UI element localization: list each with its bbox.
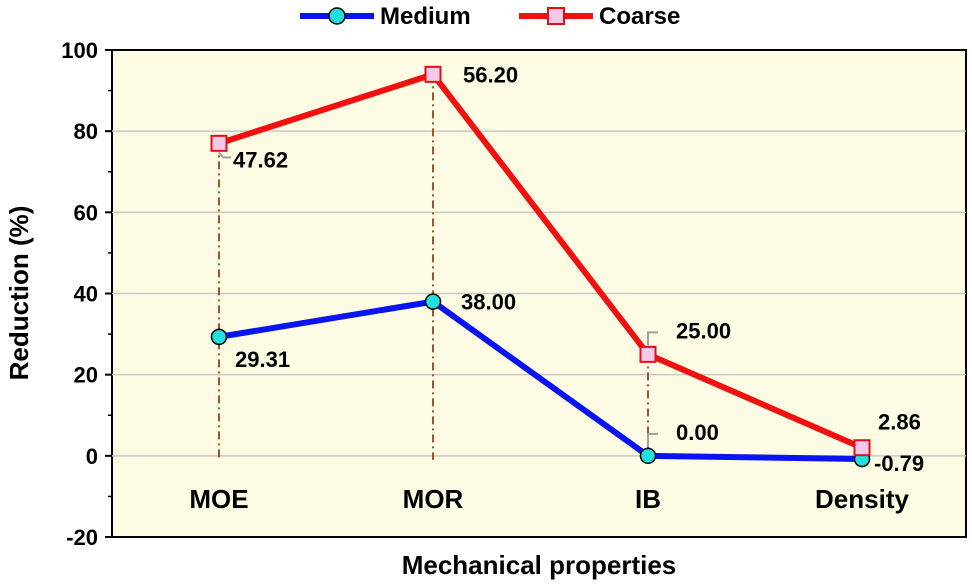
series-lines: [210, 65, 871, 468]
data-point-medium: [424, 293, 442, 310]
legend-label: Coarse: [599, 3, 680, 30]
y-tick-label: 80: [74, 119, 98, 144]
y-tick-label: 40: [74, 282, 98, 307]
drop-lines: [218, 74, 649, 460]
y-tick-label: 20: [74, 363, 98, 388]
data-label: -0.79: [874, 451, 924, 476]
data-label: 25.00: [676, 318, 731, 343]
x-axis-title: Mechanical properties: [402, 550, 677, 580]
data-label: 29.31: [235, 347, 290, 372]
data-point-coarse: [424, 65, 442, 83]
x-category-label: MOR: [403, 484, 464, 514]
data-labels: 29.31 38.00 0.00 -0.79 47.62 56.20 25.00 2.86: [218, 62, 924, 476]
data-point-coarse: [210, 134, 228, 152]
x-axis-categories: MOE MOR IB Density: [189, 484, 909, 514]
data-label: 0.00: [676, 420, 719, 445]
legend: Medium Coarse: [300, 3, 680, 30]
legend-marker-square-icon: [547, 7, 565, 25]
y-tick-label: 100: [61, 38, 98, 63]
data-label: 56.20: [463, 62, 518, 87]
data-label: 47.62: [233, 147, 288, 172]
label-leader-line: [218, 151, 231, 159]
x-category-label: Density: [815, 484, 909, 514]
data-label: 38.00: [461, 290, 516, 315]
legend-label: Medium: [380, 3, 471, 30]
data-point-coarse: [853, 439, 871, 457]
data-point-medium: [210, 328, 228, 346]
data-point-coarse: [639, 345, 657, 363]
series-line-coarse: [218, 71, 864, 451]
series-line-medium: [218, 298, 863, 463]
data-point-medium: [639, 447, 657, 465]
x-category-label: IB: [635, 484, 661, 514]
label-leader-line: [647, 331, 658, 346]
y-tick-label: 0: [86, 444, 98, 469]
x-category-label: MOE: [189, 484, 248, 514]
label-leader-line: [647, 432, 658, 447]
legend-marker-circle-icon: [328, 7, 346, 25]
data-label: 2.86: [878, 410, 921, 435]
y-tick-label: -20: [66, 525, 98, 550]
y-axis-ticks: -20 0 20 40 60 80 100: [61, 38, 112, 550]
y-axis-title: Reduction (%): [4, 206, 34, 381]
y-tick-label: 60: [74, 200, 98, 225]
